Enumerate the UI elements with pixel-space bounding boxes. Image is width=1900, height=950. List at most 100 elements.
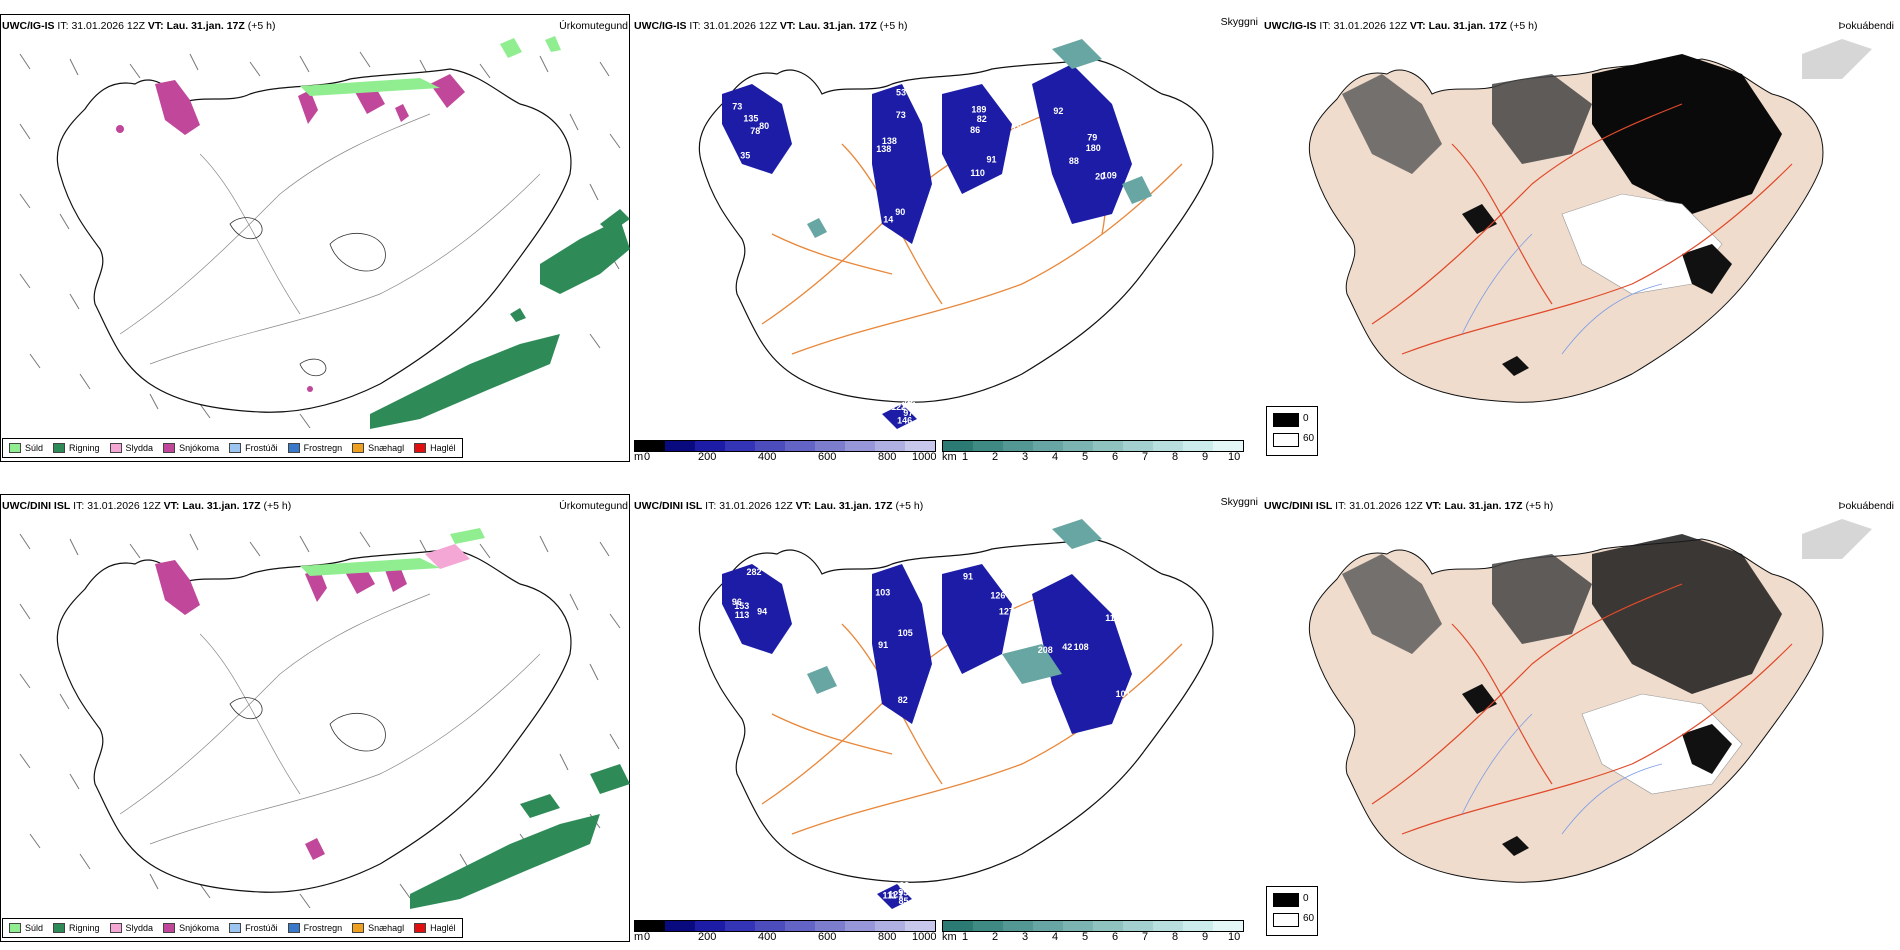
rain-areas [410,764,630,909]
elevation-label: 85 [899,896,909,906]
rivers [1461,233,1663,355]
model-label: UWC/DINI ISL [634,500,703,512]
elevation-label: 189 [971,105,986,115]
fog-legend-black-label: 0 [1303,413,1309,424]
elevation-colorbar-segment [725,441,755,451]
elevation-label: 91 [734,170,744,180]
visibility-colorbar-segment [1153,921,1183,931]
roads [1371,583,1793,835]
snow-areas [116,74,465,392]
legend-item-freezing-drizzle: Frostúði [229,923,278,933]
elevation-label: 92 [1053,106,1063,116]
elevation-label: 94 [757,607,767,617]
elevation-label: 10 [1005,100,1015,110]
elevation-label: 35 [740,151,750,161]
elevation-label: 104 [901,401,916,411]
visibility-colorbar-segment [1003,921,1033,931]
offset: (+5 h) [263,500,292,512]
it-label: IT: [1319,20,1331,32]
precip-legend: Súld Rigning Slydda Snjókoma Frostúði Fr… [2,918,463,938]
glacier-outlines [229,217,386,377]
visibility-colorbar-segment [973,921,1003,931]
precip-legend: Súld Rigning Slydda Snjókoma Frostúði Fr… [2,438,463,458]
elevation-label: 109 [1102,170,1117,180]
it-value: 31.01.2026 12Z [703,20,777,32]
elevation-label: 122 [891,402,906,412]
elevation-label: 124 [997,569,1012,579]
rivers [1461,713,1663,835]
precip-type-panel: UWC/DINI ISL IT: 31.01.2026 12Z VT: Lau.… [0,480,632,950]
elevation-label: 146 [897,416,912,426]
fog-legend-black-swatch [1273,893,1299,907]
visibility-colorbar-segment [1093,441,1123,451]
precip-panel-title: Úrkomutegund [559,20,628,32]
forecast-row-ig-is: UWC/IG-IS IT: 31.01.2026 12Z VT: Lau. 31… [0,0,1900,470]
elevation-label: 19 [1012,122,1022,132]
elevation-label: 73 [896,110,906,120]
model-label: UWC/IG-IS [634,20,687,32]
fog-legend: 0 60 [1266,406,1318,456]
elevation-label: 197 [780,169,795,179]
elevation-label: 79 [903,398,913,408]
panel-frame [0,494,630,942]
elevation-colorbar-segment [875,921,905,931]
vt-value: Lau. 31.jan. 17Z [798,20,877,32]
glacier-outlines [229,697,386,752]
it-value: 31.01.2026 12Z [87,500,161,512]
elevation-label: 11 [877,712,887,722]
roads [119,593,541,845]
elevation-label: 135 [743,114,758,124]
elevation-label: 86 [970,125,980,135]
legend-item-rain: Rigning [53,443,100,453]
offset: (+5 h) [879,20,908,32]
elevation-label: 127 [999,606,1014,616]
it-label: IT: [73,500,85,512]
legend-item-sleet: Slydda [109,923,153,933]
fog-legend-white-swatch [1273,913,1299,927]
visibility-colorbar-segment [1183,441,1213,451]
fog-index-panel: UWC/IG-IS IT: 31.01.2026 12Z VT: Lau. 31… [1262,0,1900,470]
visibility-colorbar-segment [1063,441,1093,451]
legend-item-freezing-drizzle: Frostúði [229,443,278,453]
elevation-label: 126 [990,590,1005,600]
run-header: UWC/IG-IS IT: 31.01.2026 12Z VT: Lau. 31… [634,20,907,32]
elevation-colorbar-segment [695,921,725,931]
precip-map [19,528,630,909]
vt-value: Lau. 31.jan. 17Z [1428,20,1507,32]
elevation-label: 73 [732,102,742,112]
elevation-label: 282 [747,567,762,577]
elevation-colorbar-segment [875,441,905,451]
visibility-colorbar-segment [1213,441,1243,451]
elevation-label: 208 [1038,645,1053,655]
low-vis-areas [722,64,1132,429]
elevation-label: 105 [898,628,913,638]
fog-shading [1342,39,1872,376]
elevation-colorbar-segment [755,921,785,931]
legend-item-drizzle: Súld [9,443,43,453]
elevation-colorbar-segment [815,921,845,931]
elevation-colorbar-segment [755,441,785,451]
visibility-colorbar-segment [1123,921,1153,931]
fog-legend-white-label: 60 [1303,913,1315,924]
vis-teal-areas [807,519,1102,694]
run-header: UWC/IG-IS IT: 31.01.2026 12Z VT: Lau. 31… [2,20,275,32]
visibility-unit: km [942,931,957,943]
visibility-panel: UWC/DINI ISL IT: 31.01.2026 12Z VT: Lau.… [632,480,1262,950]
visibility-colorbar-segment [1033,441,1063,451]
run-header: UWC/DINI ISL IT: 31.01.2026 12Z VT: Lau.… [1264,500,1553,512]
elevation-label: 111 [883,891,897,901]
it-label: IT: [689,20,701,32]
panel-frame [0,14,630,462]
visibility-colorbar-segment [943,921,973,931]
elevation-label: 53 [896,87,906,97]
legend-item-snow-pellets: Snæhagl [352,443,404,453]
elevation-label: 96 [732,597,742,607]
elevation-label: 88 [899,881,909,891]
legend-item-snow-pellets: Snæhagl [352,923,404,933]
elevation-label: 81 [1121,622,1131,632]
elevation-colorbar-segment [845,441,875,451]
vt-label: VT: [163,500,180,512]
visibility-map: 282 77 115 108 95 113 103 126 208 88 94 11 91 42 85 76 8… [698,519,1214,909]
